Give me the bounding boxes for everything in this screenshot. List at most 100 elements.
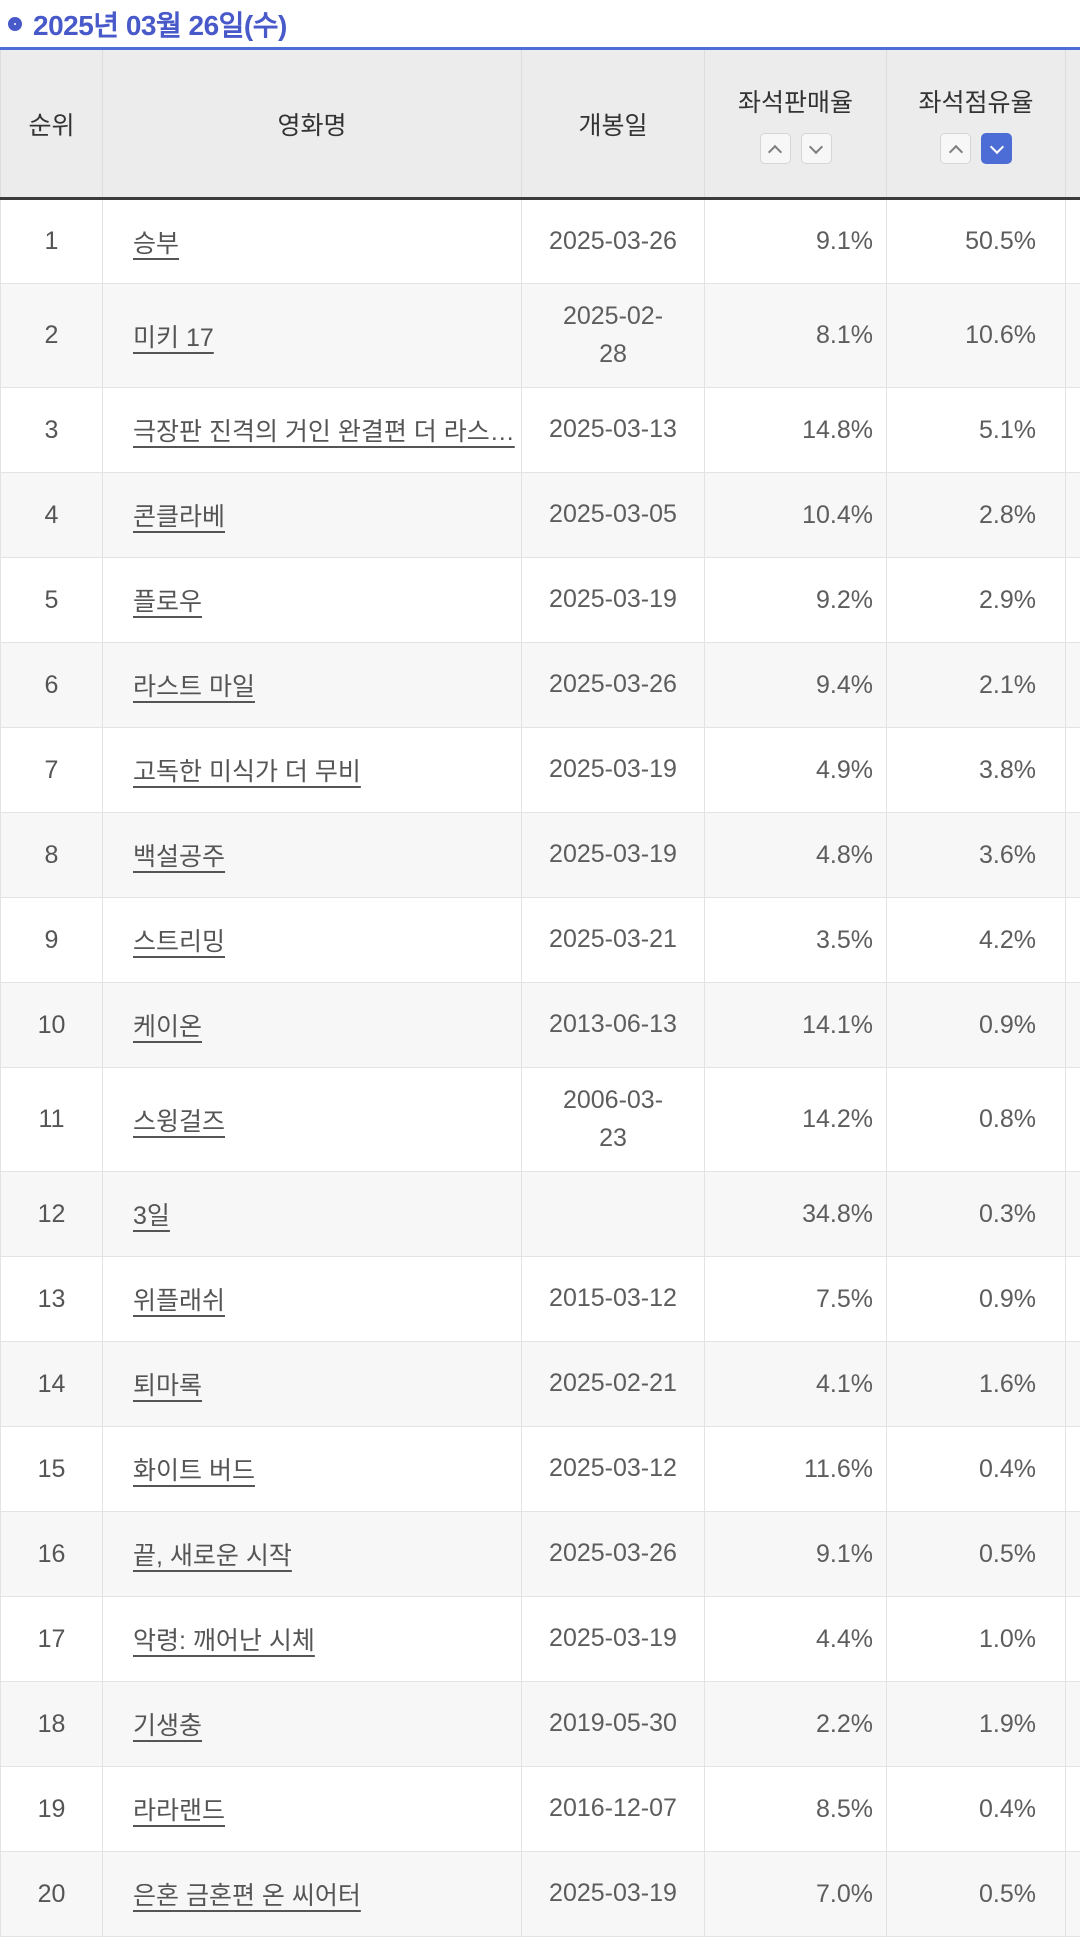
seat-sales-cell: 2.2% <box>705 1682 887 1767</box>
seat-share-cell: 0.3% <box>887 1172 1066 1257</box>
movie-title-link[interactable]: 악령: 깨어난 시체 <box>133 1627 315 1655</box>
movie-title-link[interactable]: 백설공주 <box>133 843 225 871</box>
sort-desc-button-seat-sales-rate[interactable] <box>801 133 832 164</box>
movie-title-link[interactable]: 플로우 <box>133 588 202 616</box>
movie-title-link[interactable]: 스윙걸즈 <box>133 1108 225 1136</box>
movie-title-cell: 라라랜드 <box>103 1767 522 1852</box>
release-date-cell: 2015-03-12 <box>522 1257 705 1342</box>
seat-share-cell: 0.4% <box>887 1427 1066 1512</box>
rank-cell: 15 <box>1 1427 103 1512</box>
overflow-column-header <box>1066 49 1080 199</box>
release-date-cell: 2016-12-07 <box>522 1767 705 1852</box>
movie-title-link[interactable]: 3일 <box>133 1202 170 1230</box>
release-date-cell: 2025-02-28 <box>522 284 705 388</box>
overflow-column-cell <box>1066 284 1080 388</box>
movie-title-link[interactable]: 퇴마록 <box>133 1372 202 1400</box>
overflow-column-cell <box>1066 1767 1080 1852</box>
release-date-text: 2025-03-26 <box>549 670 677 698</box>
release-date-line: 2006-03- <box>528 1082 698 1120</box>
seat-share-cell: 50.5% <box>887 199 1066 284</box>
movie-title-link[interactable]: 극장판 진격의 거인 완결편 더 라스… <box>133 418 515 446</box>
release-date-cell: 2025-03-13 <box>522 388 705 473</box>
movie-title-cell: 은혼 금혼편 온 씨어터 <box>103 1852 522 1937</box>
overflow-column-cell <box>1066 1342 1080 1427</box>
release-date-text: 2025-03-19 <box>549 585 677 613</box>
movie-title-cell: 극장판 진격의 거인 완결편 더 라스… <box>103 388 522 473</box>
chevron-down-icon <box>989 139 1003 153</box>
movie-title-link[interactable]: 고독한 미식가 더 무비 <box>133 758 361 786</box>
movie-title-link[interactable]: 화이트 버드 <box>133 1457 255 1485</box>
overflow-column-cell <box>1066 1068 1080 1172</box>
movie-title-link[interactable]: 기생충 <box>133 1712 202 1740</box>
overflow-column-cell <box>1066 1852 1080 1937</box>
movie-title-link[interactable]: 콘클라베 <box>133 503 225 531</box>
release-date-text: 2013-06-13 <box>549 1010 677 1038</box>
movie-title-link[interactable]: 은혼 금혼편 온 씨어터 <box>133 1882 361 1910</box>
seat-sales-cell: 4.4% <box>705 1597 887 1682</box>
column-label-release-date: 개봉일 <box>578 112 647 140</box>
seat-share-cell: 1.6% <box>887 1342 1066 1427</box>
release-date-text: 2025-03-19 <box>549 755 677 783</box>
rank-cell: 16 <box>1 1512 103 1597</box>
movie-title-link[interactable]: 라라랜드 <box>133 1797 225 1825</box>
movie-title-cell: 케이온 <box>103 983 522 1068</box>
release-date-text: 2025-03-05 <box>549 500 677 528</box>
release-date-cell <box>522 1172 705 1257</box>
release-date-cell: 2025-03-05 <box>522 473 705 558</box>
release-date-cell: 2025-03-26 <box>522 199 705 284</box>
seat-sales-cell: 7.0% <box>705 1852 887 1937</box>
chevron-up-icon <box>768 144 782 158</box>
seat-sales-cell: 34.8% <box>705 1172 887 1257</box>
seat-sales-cell: 7.5% <box>705 1257 887 1342</box>
seat-share-cell: 0.8% <box>887 1068 1066 1172</box>
table-row: 18 기생충 2019-05-30 2.2%1.9% <box>1 1682 1080 1767</box>
movie-title-link[interactable]: 케이온 <box>133 1013 202 1041</box>
movie-title-cell: 퇴마록 <box>103 1342 522 1427</box>
overflow-column-cell <box>1066 813 1080 898</box>
movie-title-cell: 끝, 새로운 시작 <box>103 1512 522 1597</box>
movie-title-cell: 플로우 <box>103 558 522 643</box>
movie-title-link[interactable]: 승부 <box>133 230 179 258</box>
movie-title-link[interactable]: 라스트 마일 <box>133 673 255 701</box>
release-date-text: 2019-05-30 <box>549 1709 677 1737</box>
release-date-text: 2025-03-13 <box>549 415 677 443</box>
movie-title-link[interactable]: 위플래쉬 <box>133 1287 225 1315</box>
seat-share-cell: 5.1% <box>887 388 1066 473</box>
seat-sales-cell: 9.2% <box>705 558 887 643</box>
sort-desc-button-seat-share-rate[interactable] <box>981 133 1012 164</box>
seat-share-cell: 2.8% <box>887 473 1066 558</box>
movie-title-link[interactable]: 미키 17 <box>133 324 214 352</box>
movie-title-link[interactable]: 스트리밍 <box>133 928 225 956</box>
movie-title-cell: 콘클라베 <box>103 473 522 558</box>
overflow-column-cell <box>1066 1172 1080 1257</box>
seat-share-cell: 2.9% <box>887 558 1066 643</box>
chevron-up-icon <box>948 144 962 158</box>
overflow-column-cell <box>1066 983 1080 1068</box>
column-label-title: 영화명 <box>277 112 346 140</box>
rank-cell: 20 <box>1 1852 103 1937</box>
movie-title-link[interactable]: 끝, 새로운 시작 <box>133 1542 292 1570</box>
movie-title-cell: 스트리밍 <box>103 898 522 983</box>
overflow-column-cell <box>1066 388 1080 473</box>
seat-sales-cell: 14.8% <box>705 388 887 473</box>
sort-asc-button-seat-sales-rate[interactable] <box>760 133 791 164</box>
release-date-line: 28 <box>528 336 698 374</box>
rank-cell: 18 <box>1 1682 103 1767</box>
movie-title-cell: 3일 <box>103 1172 522 1257</box>
seat-share-cell: 1.9% <box>887 1682 1066 1767</box>
seat-share-cell: 0.4% <box>887 1767 1066 1852</box>
movie-title-cell: 악령: 깨어난 시체 <box>103 1597 522 1682</box>
seat-sales-cell: 14.1% <box>705 983 887 1068</box>
sort-asc-button-seat-share-rate[interactable] <box>940 133 971 164</box>
